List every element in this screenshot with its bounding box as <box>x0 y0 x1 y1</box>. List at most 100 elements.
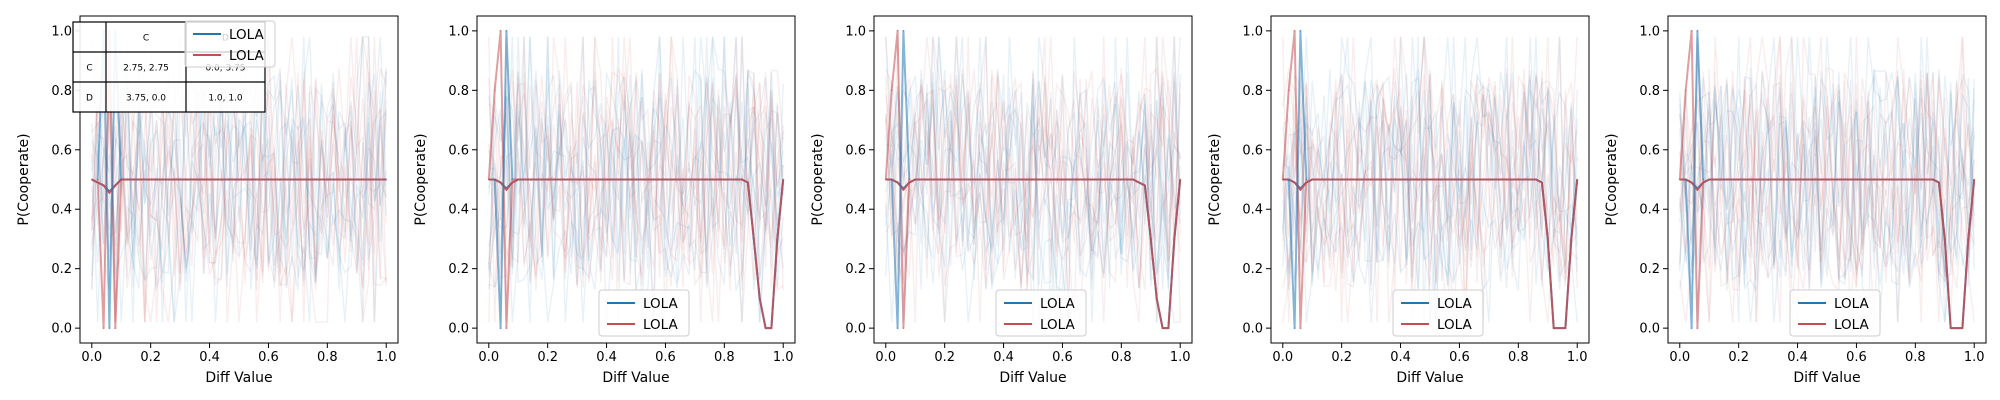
series-point <box>499 181 502 184</box>
series-point <box>499 327 502 329</box>
series-point <box>1287 178 1290 181</box>
background-trace <box>488 36 784 323</box>
background-trace <box>1282 72 1578 290</box>
series-point <box>635 178 637 181</box>
y-tick-label: 1.0 <box>448 24 469 39</box>
y-tick-label: 0.0 <box>1639 322 1660 337</box>
background-trace <box>1679 36 1975 323</box>
series-point <box>499 30 502 32</box>
y-tick-label: 0.2 <box>845 262 866 277</box>
x-tick-label: 1.0 <box>773 350 794 365</box>
series-point <box>108 192 111 194</box>
legend-label: LOLA <box>1437 296 1472 312</box>
background-trace <box>488 36 784 323</box>
payoff-row-header: D <box>86 94 93 104</box>
series-point <box>1576 178 1579 181</box>
background-trace <box>1282 36 1578 323</box>
series-point <box>1684 89 1687 92</box>
background-trace <box>1282 36 1578 323</box>
series-point <box>1144 184 1146 187</box>
series-line-2 <box>885 178 1182 330</box>
series-point <box>505 189 508 191</box>
y-tick-label: 0.8 <box>51 84 72 99</box>
series-point <box>1826 178 1828 181</box>
series-point <box>1293 181 1296 184</box>
y-tick-label: 0.4 <box>1639 203 1660 218</box>
y-tick-label: 0.6 <box>845 143 866 158</box>
background-trace <box>1679 82 1975 290</box>
series-point <box>114 184 117 187</box>
series-point <box>1281 178 1284 181</box>
x-tick-label: 0.2 <box>537 350 558 365</box>
y-tick-label: 0.8 <box>1639 84 1660 99</box>
series-group <box>487 29 785 330</box>
series-point <box>1299 30 1302 32</box>
series-point <box>1973 178 1976 181</box>
x-tick-label: 0.0 <box>1272 350 1293 365</box>
legend-label: LOLA <box>1437 317 1472 333</box>
background-trace <box>1282 36 1578 323</box>
legend-label: LOLA <box>1040 296 1075 312</box>
background-trace <box>1282 36 1578 323</box>
background-trace <box>488 36 784 323</box>
series-line-2 <box>1282 178 1579 330</box>
series-point <box>1132 178 1134 181</box>
background-trace <box>885 36 1181 323</box>
series-point <box>1690 30 1693 32</box>
series-point <box>1299 189 1302 191</box>
x-tick-label: 0.6 <box>655 350 676 365</box>
legend-label: LOLA <box>229 27 264 43</box>
series-line-4 <box>890 29 911 330</box>
series-point <box>1091 178 1093 181</box>
series-point <box>1737 178 1740 181</box>
background-trace <box>488 71 784 291</box>
background-trace <box>1282 36 1578 323</box>
series-point <box>1558 327 1561 329</box>
background-trace <box>1679 36 1975 288</box>
x-axis-label: Diff Value <box>1396 370 1463 386</box>
series-point <box>943 178 946 181</box>
series-point <box>914 178 917 181</box>
background-trace <box>1282 36 1578 323</box>
background-trace <box>488 36 784 291</box>
series-line-2 <box>1679 178 1976 330</box>
y-tick-label: 0.0 <box>448 322 469 337</box>
series-point <box>1399 178 1402 181</box>
background-trace <box>885 36 1181 323</box>
x-tick-label: 1.0 <box>1964 350 1985 365</box>
y-tick-label: 1.0 <box>1242 24 1263 39</box>
series-point <box>90 178 93 181</box>
x-tick-label: 0.4 <box>1787 350 1808 365</box>
payoff-cell: 2.75, 2.75 <box>123 64 169 74</box>
plot-frame <box>79 15 399 344</box>
series-point <box>493 89 496 92</box>
x-tick-label: 0.8 <box>1111 350 1132 365</box>
series-group <box>884 29 1182 330</box>
y-tick-label: 0.6 <box>448 143 469 158</box>
legend: LOLA LOLA <box>995 289 1087 337</box>
background-trace <box>885 68 1181 323</box>
series-point <box>1696 189 1699 191</box>
series-point <box>902 327 905 329</box>
series-point <box>493 178 496 181</box>
background-trace <box>1282 36 1578 291</box>
chart-panel-1: 0.0 0.2 0.4 0.6 0.8 1.0 0.0 0.2 0.4 0.6 0.8 1.0 Diff… <box>16 15 399 386</box>
series-point <box>1796 178 1799 181</box>
series-point <box>1488 178 1490 181</box>
background-trace <box>885 36 1181 323</box>
x-tick-label: 0.2 <box>1728 350 1749 365</box>
series-point <box>973 178 975 181</box>
chart-panel-4: 0.0 0.2 0.4 0.6 0.8 1.0 0.0 0.2 0.4 0.6 0.8 1.0 Diff… <box>1207 15 1590 386</box>
series-point <box>1546 238 1549 240</box>
series-point <box>908 178 911 181</box>
series-point <box>902 30 905 32</box>
y-tick-label: 0.8 <box>845 84 866 99</box>
series-point <box>1061 178 1064 181</box>
series-point <box>1293 327 1296 329</box>
y-axis-label: P(Cooperate) <box>413 133 429 225</box>
y-axis-label: P(Cooperate) <box>810 133 826 225</box>
series-point <box>326 178 329 181</box>
background-trace <box>1679 68 1975 285</box>
series-point <box>1967 238 1970 240</box>
background-trace <box>885 36 1181 290</box>
